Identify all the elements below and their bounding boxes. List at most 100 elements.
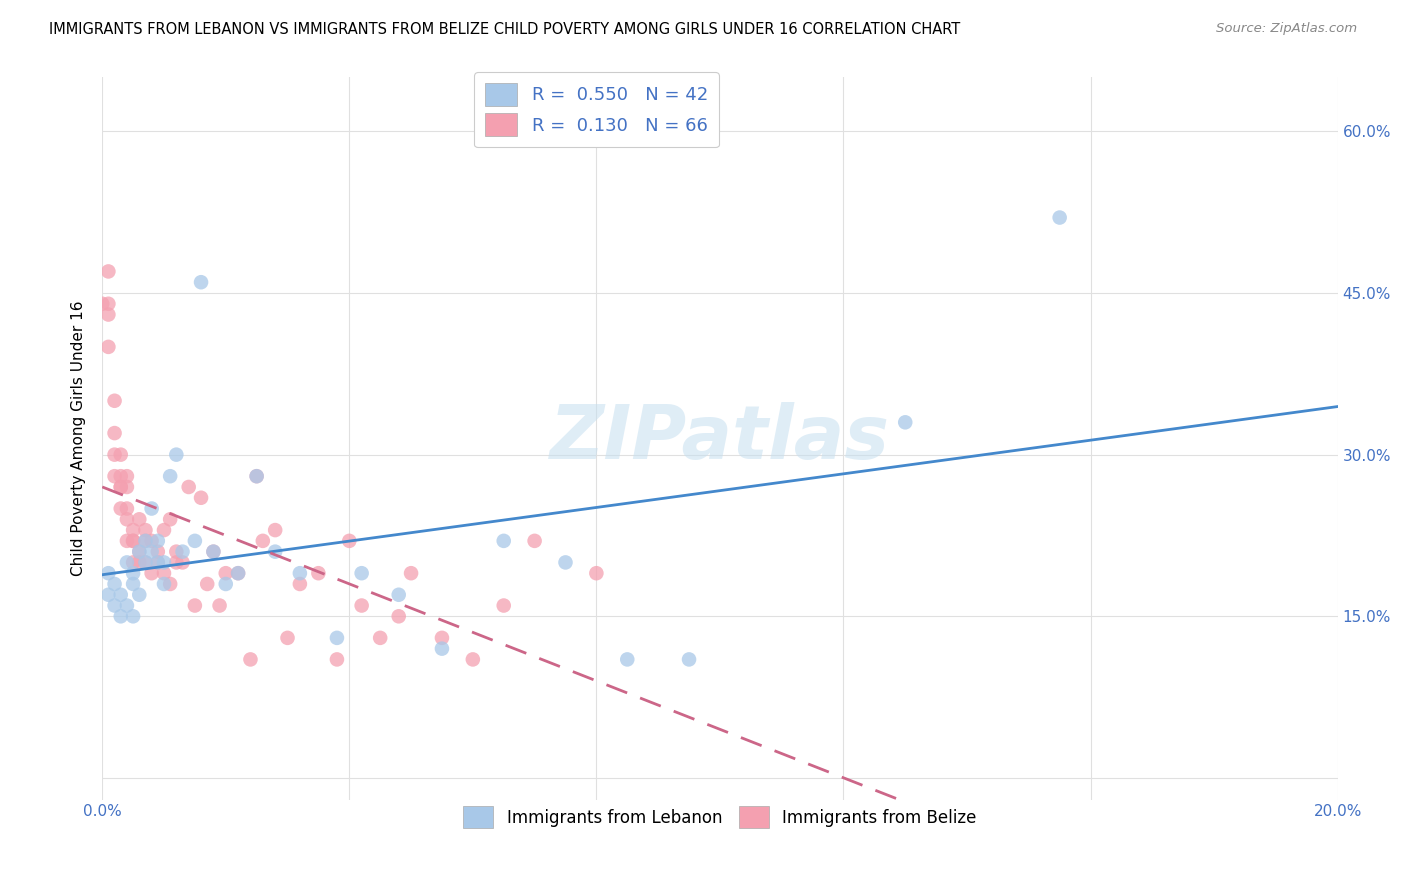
Point [103,469,125,483]
Point [110,501,132,516]
Point [110,609,132,624]
Point [134,523,156,537]
Point [208,599,231,613]
Point [894,415,917,429]
Legend: Immigrants from Lebanon, Immigrants from Belize: Immigrants from Lebanon, Immigrants from… [457,800,983,835]
Point [165,448,187,462]
Point [388,609,411,624]
Point [177,480,200,494]
Point [128,556,150,570]
Point [115,556,138,570]
Point [554,556,576,570]
Point [122,523,145,537]
Y-axis label: Child Poverty Among Girls Under 16: Child Poverty Among Girls Under 16 [72,301,86,576]
Point [678,652,700,666]
Point [97,297,120,311]
Point [195,577,218,591]
Point [165,544,187,558]
Point [134,533,156,548]
Point [190,275,212,289]
Point [184,599,207,613]
Point [134,556,156,570]
Point [368,631,391,645]
Point [307,566,329,581]
Point [153,566,176,581]
Point [146,544,169,558]
Point [337,533,360,548]
Text: ZIPatlas: ZIPatlas [550,402,890,475]
Point [103,577,125,591]
Point [430,631,453,645]
Point [115,480,138,494]
Point [153,556,176,570]
Point [103,448,125,462]
Point [110,588,132,602]
Point [115,533,138,548]
Point [97,340,120,354]
Point [110,480,132,494]
Point [128,544,150,558]
Point [115,599,138,613]
Point [97,264,120,278]
Point [288,566,311,581]
Text: Source: ZipAtlas.com: Source: ZipAtlas.com [1216,22,1357,36]
Point [103,599,125,613]
Point [239,652,262,666]
Point [122,566,145,581]
Point [226,566,249,581]
Point [1049,211,1071,225]
Point [128,544,150,558]
Point [215,566,238,581]
Point [91,297,114,311]
Point [616,652,638,666]
Point [110,448,132,462]
Point [97,566,120,581]
Point [141,544,163,558]
Point [326,652,349,666]
Point [159,577,181,591]
Point [523,533,546,548]
Point [134,556,156,570]
Point [153,523,176,537]
Point [103,393,125,408]
Point [190,491,212,505]
Text: IMMIGRANTS FROM LEBANON VS IMMIGRANTS FROM BELIZE CHILD POVERTY AMONG GIRLS UNDE: IMMIGRANTS FROM LEBANON VS IMMIGRANTS FR… [49,22,960,37]
Point [115,512,138,526]
Point [128,512,150,526]
Point [215,577,238,591]
Point [246,469,269,483]
Point [97,588,120,602]
Point [276,631,298,645]
Point [115,469,138,483]
Point [141,501,163,516]
Point [115,501,138,516]
Point [159,512,181,526]
Point [350,599,373,613]
Point [141,566,163,581]
Point [159,469,181,483]
Point [110,469,132,483]
Point [184,533,207,548]
Point [350,566,373,581]
Point [122,533,145,548]
Point [165,556,187,570]
Point [153,577,176,591]
Point [492,533,515,548]
Point [461,652,484,666]
Point [103,426,125,441]
Point [122,577,145,591]
Point [146,533,169,548]
Point [388,588,411,602]
Point [264,544,287,558]
Point [252,533,274,548]
Point [146,556,169,570]
Point [141,533,163,548]
Point [172,556,194,570]
Point [226,566,249,581]
Point [202,544,225,558]
Point [122,609,145,624]
Point [326,631,349,645]
Point [110,480,132,494]
Point [202,544,225,558]
Point [264,523,287,537]
